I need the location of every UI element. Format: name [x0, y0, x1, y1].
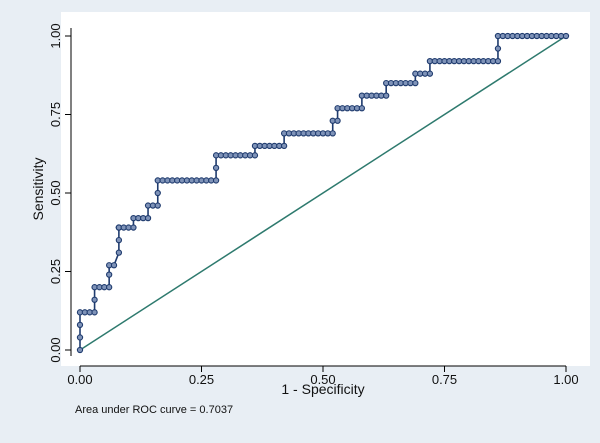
roc-point — [383, 92, 390, 99]
roc-point — [76, 346, 84, 354]
roc-point — [251, 152, 259, 159]
roc-point — [212, 164, 220, 172]
reference-line — [79, 35, 567, 351]
x-tick-label: 0.50 — [310, 372, 335, 387]
y-tick-label: 0.75 — [48, 102, 63, 127]
roc-point — [494, 57, 502, 65]
plot-area — [61, 12, 590, 366]
y-tick-label: 1.00 — [48, 23, 63, 48]
roc-points — [76, 32, 570, 354]
x-tick-label: 0.75 — [432, 372, 457, 387]
roc-point — [115, 249, 123, 256]
roc-point — [91, 309, 98, 316]
y-tick-label: 0.50 — [48, 180, 63, 205]
roc-point — [110, 262, 118, 269]
roc-point — [115, 236, 123, 244]
y-tick-label: 0.25 — [48, 259, 63, 284]
roc-point — [329, 130, 336, 137]
roc-point — [212, 177, 220, 184]
roc-point — [154, 202, 161, 209]
roc-point — [412, 79, 419, 87]
roc-point — [91, 296, 98, 303]
y-tick-label: 0.00 — [48, 337, 63, 362]
x-axis-title: 1 - Specificity — [281, 381, 364, 397]
roc-point — [334, 117, 341, 124]
roc-point — [280, 142, 288, 150]
y-ticks: 0.00 0.25 0.50 0.75 1.00 — [48, 23, 71, 363]
x-tick-label: 0.25 — [189, 372, 214, 387]
roc-point — [154, 189, 161, 197]
roc-point — [130, 224, 137, 231]
auc-annotation: Area under ROC curve = 0.7037 — [75, 404, 233, 416]
x-tick-label: 1.00 — [553, 372, 578, 387]
roc-point — [144, 214, 152, 222]
x-ticks: 0.00 0.25 0.50 0.75 1.00 — [67, 366, 579, 387]
roc-point — [562, 32, 570, 40]
roc-point — [494, 45, 502, 52]
roc-point — [106, 271, 113, 278]
roc-point — [358, 105, 366, 112]
y-axis-title: Sensitivity — [30, 157, 46, 220]
roc-point — [426, 70, 434, 77]
x-tick-label: 0.00 — [67, 372, 92, 387]
roc-point — [106, 284, 113, 291]
roc-point — [76, 321, 84, 329]
roc-point — [76, 334, 84, 341]
